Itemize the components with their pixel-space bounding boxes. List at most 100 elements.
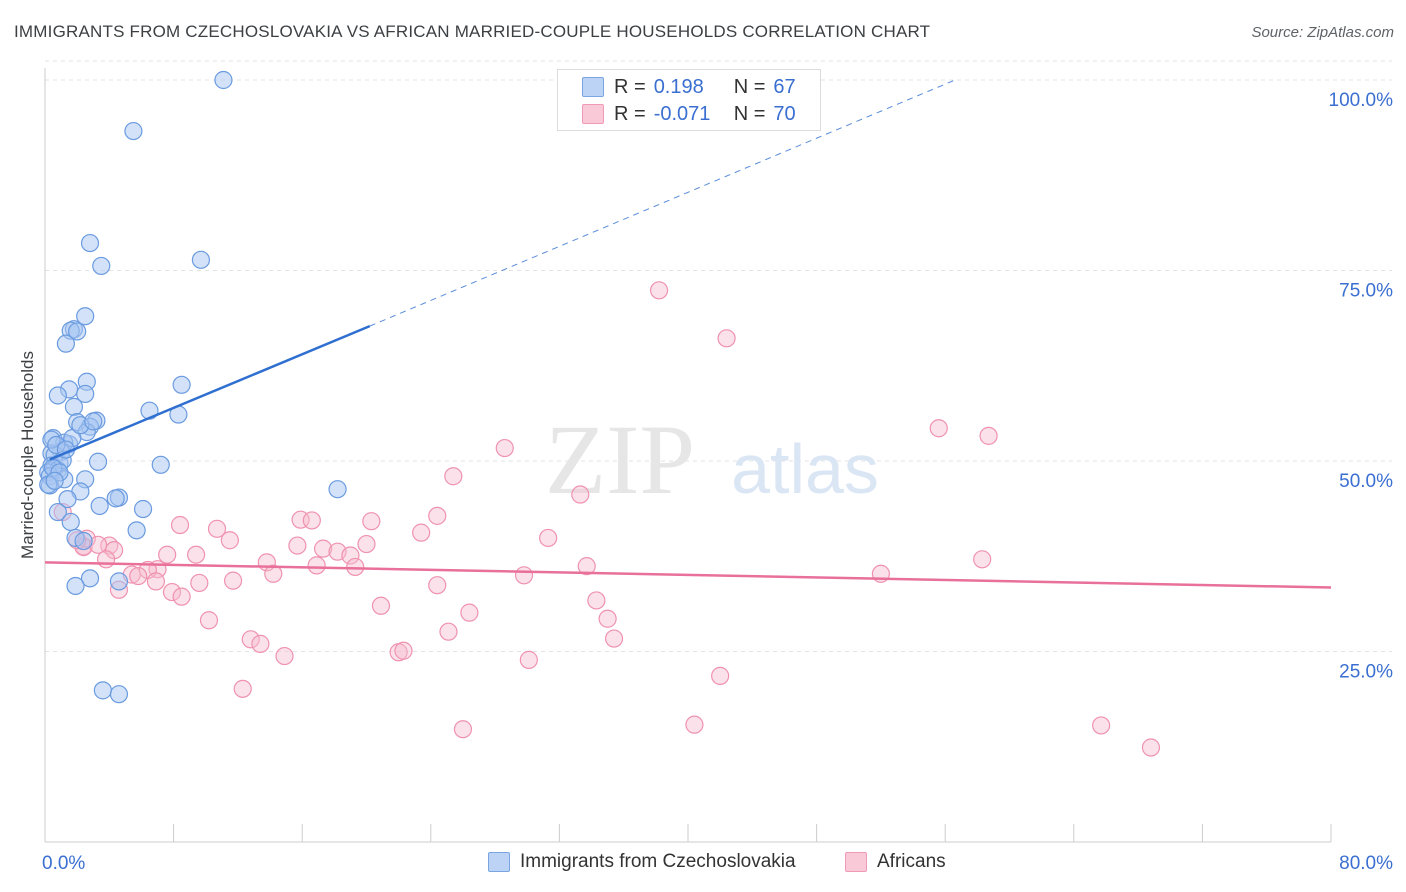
watermark-zip: ZIP [545, 404, 695, 515]
data-point-africans [428, 506, 447, 525]
data-point-africans [346, 557, 365, 577]
data-point-czechoslovakia [106, 489, 125, 508]
data-point-africans [307, 556, 326, 575]
legend-row-czechoslovakia: R = 0.198 N = 67 [582, 74, 803, 100]
gridlines [45, 60, 1392, 652]
data-point-africans [96, 550, 116, 569]
data-point-africans [341, 546, 360, 565]
data-point-africans [444, 467, 463, 486]
bottom-legend-label-1: Immigrants from Czechoslovakia [520, 851, 796, 872]
data-point-czechoslovakia [48, 386, 67, 405]
data-point-czechoslovakia [66, 576, 85, 596]
bottom-legend-swatch-blue [488, 852, 510, 872]
correlation-legend: R = 0.198 N = 67 R = -0.071 N = 70 [557, 69, 821, 131]
data-point-africans [973, 550, 992, 569]
legend-n-value-1: 67 [773, 75, 796, 98]
data-point-africans [187, 545, 206, 564]
bottom-legend-label-2: Africans [877, 851, 946, 872]
data-point-africans [158, 545, 177, 564]
data-point-czechoslovakia [214, 70, 233, 90]
data-point-africans [288, 536, 307, 555]
data-point-czechoslovakia [124, 121, 143, 141]
data-point-africans [199, 611, 219, 630]
data-point-czechoslovakia [80, 233, 100, 253]
data-point-africans [711, 666, 730, 685]
data-point-czechoslovakia [61, 512, 80, 532]
data-point-africans [371, 596, 391, 615]
data-point-czechoslovakia [48, 502, 67, 522]
legend-swatch-blue [582, 77, 604, 97]
data-point-africans [577, 557, 596, 576]
legend-r-label: R = [614, 102, 646, 125]
data-point-africans [685, 715, 704, 734]
x-tick-label-min: 0.0% [42, 853, 85, 874]
data-point-africans [233, 679, 252, 698]
data-point-africans [717, 329, 736, 348]
source-label: Source: ZipAtlas.com [1251, 24, 1394, 41]
data-point-africans [1092, 716, 1111, 735]
data-point-czechoslovakia [58, 490, 77, 509]
data-point-czechoslovakia [45, 471, 64, 490]
bottom-legend-swatch-pink [845, 852, 867, 872]
data-point-czechoslovakia [191, 250, 211, 269]
data-point-czechoslovakia [92, 256, 111, 276]
data-point-africans [172, 587, 191, 606]
data-point-africans [519, 650, 538, 669]
data-point-czechoslovakia [84, 412, 103, 431]
data-point-czechoslovakia [88, 452, 108, 471]
data-point-africans [251, 634, 270, 653]
y-tick-label: 75.0% [1339, 281, 1393, 302]
data-point-czechoslovakia [80, 569, 100, 588]
data-point-africans [362, 512, 381, 531]
data-point-czechoslovakia [172, 375, 191, 394]
data-point-africans [357, 534, 376, 554]
data-point-africans [587, 591, 606, 610]
data-point-africans [1141, 738, 1161, 757]
data-point-africans [313, 539, 333, 558]
data-point-africans [162, 582, 182, 602]
trend-line-czechoslovakia [49, 324, 371, 461]
data-point-africans [129, 566, 148, 586]
data-point-africans [170, 515, 190, 535]
data-point-africans [604, 629, 624, 648]
data-point-africans [241, 630, 260, 649]
legend-r-value-1: 0.198 [653, 75, 704, 98]
data-point-czechoslovakia [76, 307, 95, 326]
data-point-africans [190, 573, 209, 593]
trend-line-africans [44, 561, 1332, 589]
data-point-czechoslovakia [56, 334, 75, 353]
data-point-czechoslovakia [90, 496, 109, 516]
y-tick-label: 100.0% [1329, 90, 1394, 111]
data-point-czechoslovakia [328, 480, 347, 499]
data-point-africans [428, 576, 447, 595]
data-point-africans [571, 485, 590, 504]
data-point-czechoslovakia [93, 681, 112, 700]
trend-lines [44, 80, 1332, 589]
data-point-czechoslovakia [76, 384, 95, 404]
bottom-legend-czechoslovakia: Immigrants from Czechoslovakia [488, 851, 796, 873]
series-africans-points [53, 281, 1161, 757]
data-point-czechoslovakia [151, 455, 170, 474]
y-tick-label: 50.0% [1339, 471, 1393, 492]
legend-n-label: N = [733, 75, 766, 98]
data-point-czechoslovakia [109, 685, 129, 704]
data-point-africans [929, 419, 948, 438]
data-point-czechoslovakia [68, 322, 87, 341]
data-point-africans [220, 531, 239, 550]
data-point-africans [412, 523, 431, 542]
data-point-africans [649, 281, 669, 300]
y-tick-label: 25.0% [1339, 662, 1393, 683]
data-point-africans [979, 426, 998, 445]
data-point-africans [539, 528, 558, 548]
data-point-africans [207, 519, 227, 538]
data-point-africans [439, 622, 458, 641]
data-point-africans [460, 603, 479, 622]
legend-row-africans: R = -0.071 N = 70 [582, 101, 803, 127]
legend-n-value-2: 70 [773, 102, 796, 125]
data-point-africans [514, 566, 534, 585]
legend-r-value-2: -0.071 [653, 102, 711, 125]
data-point-africans [495, 438, 514, 458]
chart-title: IMMIGRANTS FROM CZECHOSLOVAKIA VS AFRICA… [14, 22, 931, 41]
data-point-africans [264, 564, 283, 583]
